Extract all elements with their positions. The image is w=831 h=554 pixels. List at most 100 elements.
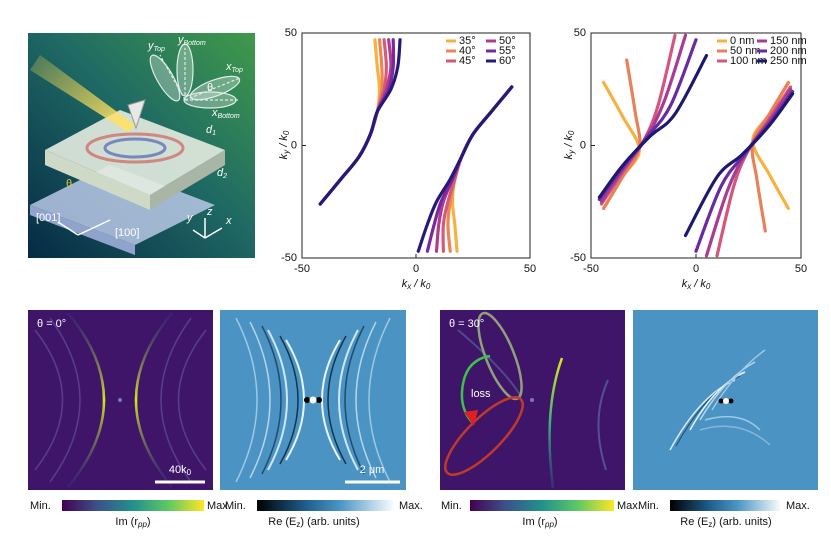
loss-arrowhead — [464, 410, 478, 426]
axis-frame — [301, 32, 531, 259]
map-center — [530, 398, 534, 402]
label-sub: y — [282, 149, 291, 155]
label-part: y — [177, 34, 185, 46]
map-center — [718, 398, 724, 404]
legend-label: 0 nm — [730, 35, 754, 47]
label-sub: Top — [232, 67, 244, 74]
substrate — [30, 165, 215, 245]
x-bottom-label: xBottom — [211, 107, 240, 120]
rotated-axes — [149, 43, 241, 109]
map-fringes — [669, 349, 771, 451]
label-part: Re (E — [268, 516, 296, 528]
theta-label: θ — [66, 178, 72, 190]
label-sub: 0 — [706, 282, 711, 291]
legend-label: 50 nm — [730, 45, 761, 57]
map-center — [309, 396, 317, 404]
y-tick-label: -50 — [281, 252, 297, 264]
y-tick-label: -50 — [570, 252, 586, 264]
loss-label: loss — [471, 388, 491, 400]
colorbar-max: Max. — [617, 500, 641, 512]
colorbar — [62, 500, 204, 511]
series-line — [318, 38, 514, 253]
label-part: / k — [278, 135, 290, 150]
label-part: Im (r — [522, 516, 545, 528]
label-part: ) (arb. units) — [712, 516, 771, 528]
d1-label: d1 — [206, 124, 216, 137]
label-part: / k — [691, 278, 706, 290]
label-sub: x — [686, 282, 692, 291]
colorbar-max: Max. — [786, 500, 810, 512]
label-part: k — [402, 278, 408, 290]
map-panel: θ = 30° loss Min. Max. Im (rpp) — [440, 310, 641, 529]
map-center — [316, 397, 322, 403]
isofrequency-ellipse — [444, 396, 524, 476]
legend-label: 100 nm — [730, 55, 767, 67]
map-curve — [134, 312, 173, 488]
map-center — [723, 398, 729, 404]
label-part: ) — [554, 516, 558, 528]
axis-z-label: z — [206, 206, 213, 218]
label-part: 40k — [169, 464, 187, 476]
x-top-label: xTop — [225, 61, 243, 74]
laser-beam — [30, 55, 135, 132]
label-sub: 0 — [282, 130, 291, 135]
colorbar-max: Max. — [207, 500, 231, 512]
map-fringes — [34, 317, 207, 483]
x-tick-label: -50 — [583, 263, 599, 275]
map-center — [304, 397, 310, 403]
label-sub: z — [296, 520, 300, 529]
map-center — [118, 398, 122, 402]
y-tick-label: 50 — [285, 27, 297, 39]
label-part: d — [206, 124, 213, 136]
x-axis-title: kx / k0 — [402, 278, 431, 291]
colorbar-min: Min. — [638, 500, 659, 512]
series-line — [599, 33, 793, 258]
label-part: ) — [147, 516, 151, 528]
direction-label: [100] — [115, 227, 139, 239]
label-part: k — [563, 153, 575, 159]
colorbar-min: Min. — [441, 500, 462, 512]
map-fringes — [235, 317, 391, 483]
colorbar — [257, 500, 395, 511]
label-sub: 0 — [187, 468, 192, 477]
colorbar — [470, 500, 614, 511]
label-part: k — [278, 153, 290, 159]
colorbar — [670, 500, 782, 511]
legend-label: 35° — [459, 35, 476, 47]
theta-label: θ — [207, 82, 213, 94]
colorbar-min: Min. — [30, 500, 51, 512]
map-curve — [548, 357, 564, 489]
colorbar-min: Min. — [225, 500, 246, 512]
y-tick-label: 0 — [580, 139, 586, 151]
colorbar-label: Im (rpp) — [522, 516, 557, 529]
y-axis-title: ky / k0 — [278, 130, 291, 159]
label-part: d — [217, 167, 224, 179]
label-part: / k — [411, 278, 426, 290]
label-part: Im (r — [115, 516, 138, 528]
map-annotation: θ = 0° — [37, 318, 66, 330]
substrate-side — [30, 205, 135, 255]
wave-ring — [85, 132, 185, 164]
x-tick-label: 0 — [413, 263, 419, 275]
label-part: x — [225, 61, 232, 73]
legend-label: 60° — [499, 55, 516, 67]
x-tick-label: 0 — [693, 263, 699, 275]
colorbar-label: Im (rpp) — [115, 516, 150, 529]
series-line — [318, 38, 514, 253]
legend-label: 55° — [499, 45, 516, 57]
map-panel: 2 μm Min. Max. Re (Ez) (arb. units) — [220, 310, 423, 529]
x-tick-label: -50 — [294, 263, 310, 275]
label-sub: 1 — [212, 130, 216, 137]
label-sub: 2 — [222, 173, 227, 180]
crystal-axes — [57, 218, 223, 239]
colorbar-label: Re (Ez) (arb. units) — [680, 516, 771, 529]
legend-label: 150 nm — [770, 35, 807, 47]
scale-bar-label: 2 μm — [360, 464, 385, 476]
x-tick-label: 50 — [795, 263, 807, 275]
legend-label: 250 nm — [770, 55, 807, 67]
x-axis-title: kx / k0 — [682, 278, 711, 291]
map-annotation: θ = 30° — [449, 318, 484, 330]
map-center — [728, 398, 734, 404]
label-sub: Top — [154, 46, 166, 53]
